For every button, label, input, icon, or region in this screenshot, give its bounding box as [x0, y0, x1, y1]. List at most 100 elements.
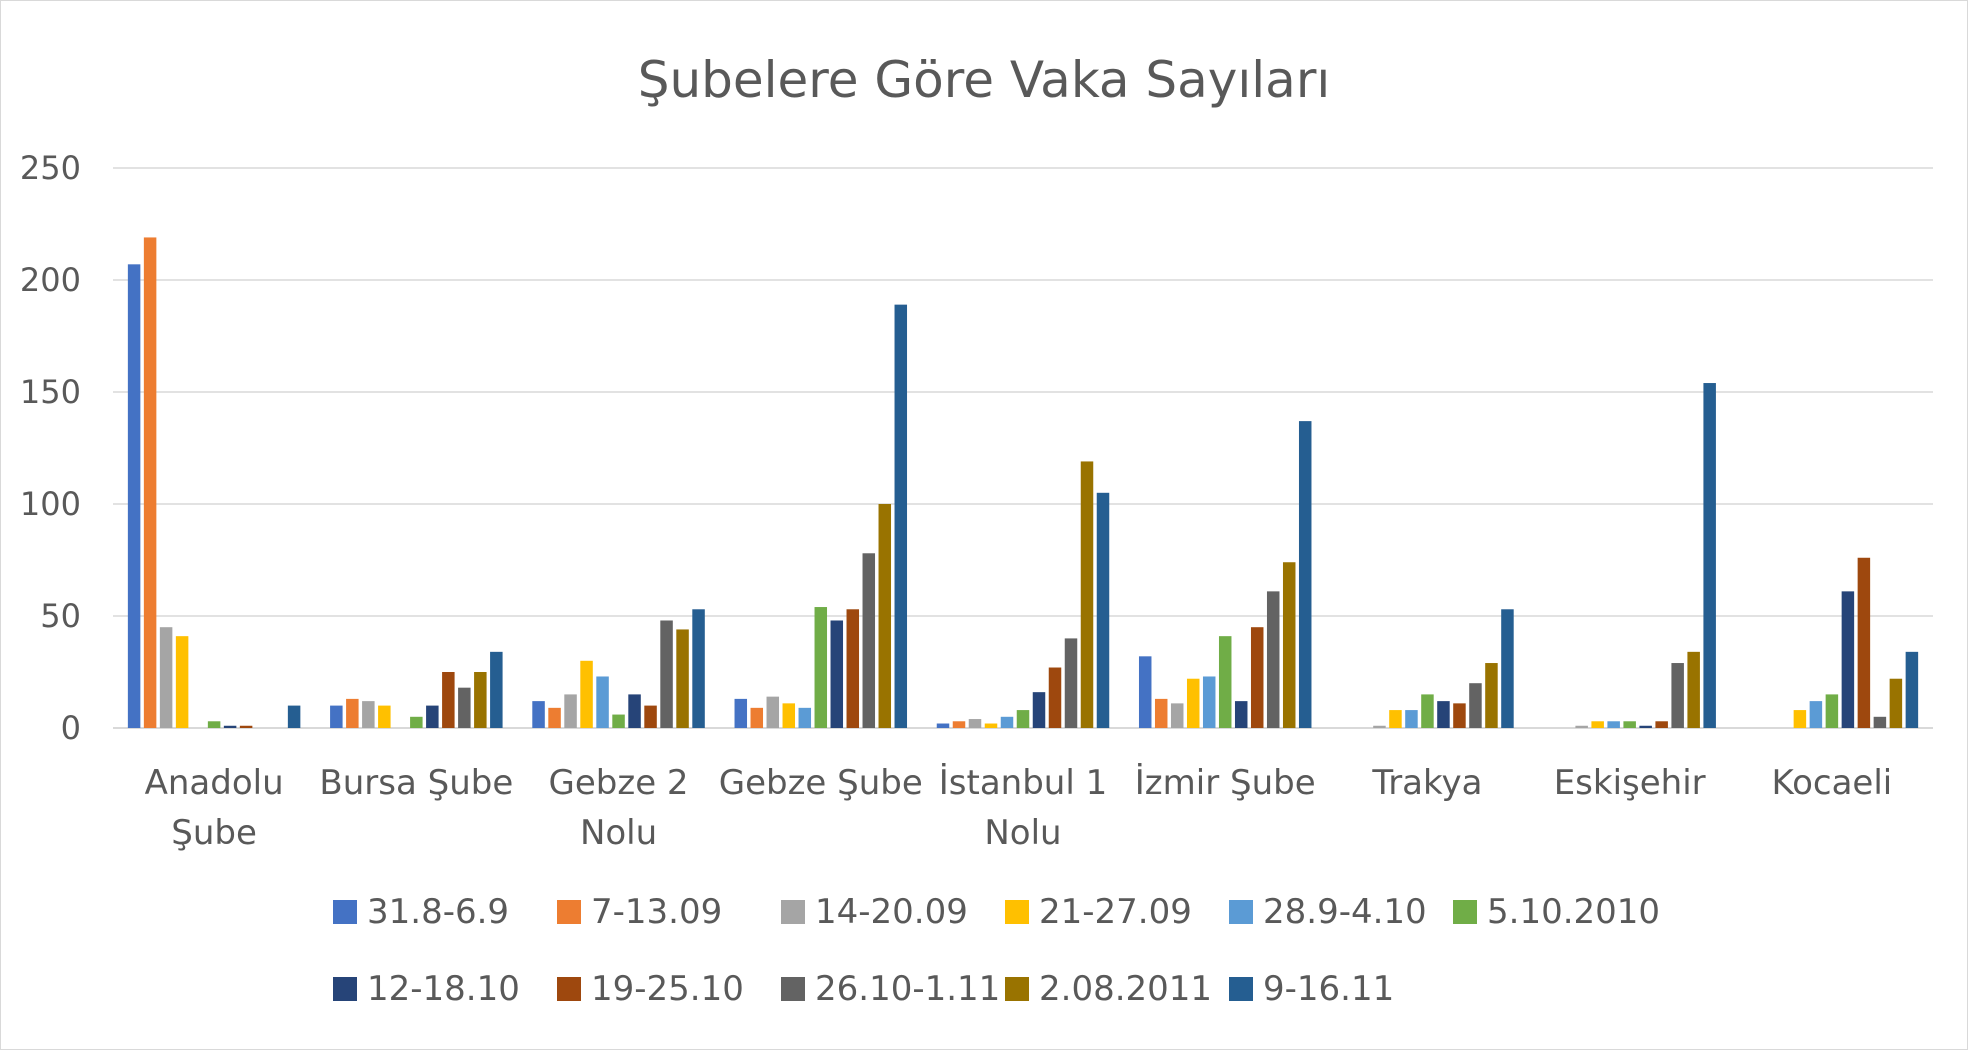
bar-31.8-6.9-5 — [1138, 656, 1152, 728]
legend-swatch — [333, 900, 357, 924]
legend-swatch — [557, 977, 581, 1001]
bar-28.9-4.10-5 — [1202, 676, 1216, 728]
x-category-label: Bursa Şube — [319, 763, 513, 803]
bar-31.8-6.9-2 — [532, 701, 545, 728]
legend-label: 28.9-4.10 — [1263, 892, 1427, 932]
bar-9-16.11-1 — [490, 651, 503, 728]
bar-26.10-1.11-4 — [1064, 638, 1078, 728]
legend: 31.8-6.9 7-13.09 14-20.09 21-27.09 28.9-4.10… — [333, 892, 1660, 1009]
bar-19-25.10-3 — [846, 609, 860, 728]
legend-item: 19-25.10 — [557, 969, 744, 1009]
x-category-label: Anadolu Şube — [145, 763, 284, 853]
bar-2.08.2011-2 — [676, 629, 689, 728]
bar-21-27.09-0 — [175, 636, 189, 728]
bar-14-20.09-0 — [159, 627, 173, 728]
bar-5.10.2010-2 — [612, 714, 625, 728]
bar-12-18.10-5 — [1234, 701, 1248, 728]
legend-item: 31.8-6.9 — [333, 892, 509, 932]
bar-12-18.10-3 — [830, 620, 844, 728]
bar-31.8-6.9-3 — [734, 698, 748, 728]
bar-12-18.10-8 — [1841, 591, 1855, 728]
bar-19-25.10-5 — [1250, 627, 1264, 728]
bar-2.08.2011-8 — [1889, 678, 1903, 728]
y-tick-label: 0 — [61, 709, 81, 747]
legend-label: 12-18.10 — [367, 969, 520, 1009]
bar-26.10-1.11-8 — [1873, 716, 1887, 728]
bar-9-16.11-5 — [1298, 421, 1312, 728]
legend-item: 5.10.2010 — [1453, 892, 1660, 932]
bar-2.08.2011-1 — [474, 672, 487, 728]
legend-item: 7-13.09 — [557, 892, 722, 932]
bar-28.9-4.10-6 — [1405, 710, 1418, 728]
bars — [127, 237, 1919, 728]
bar-5.10.2010-3 — [814, 607, 828, 728]
y-tick-label: 50 — [40, 597, 81, 635]
bar-31.8-6.9-1 — [330, 705, 343, 728]
bar-21-27.09-1 — [378, 705, 391, 728]
legend-label: 2.08.2011 — [1039, 969, 1212, 1009]
bar-19-25.10-4 — [1048, 667, 1062, 728]
bar-2.08.2011-3 — [878, 504, 892, 728]
bar-28.9-4.10-4 — [1000, 716, 1014, 728]
x-category-line: Gebze Şube — [719, 763, 923, 803]
legend-item: 14-20.09 — [781, 892, 968, 932]
bar-21-27.09-2 — [580, 660, 593, 728]
x-category-line: Gebze 2 — [549, 763, 689, 803]
bar-14-20.09-3 — [766, 696, 780, 728]
bar-19-25.10-7 — [1655, 721, 1668, 728]
bar-2.08.2011-4 — [1080, 461, 1094, 728]
legend-item: 9-16.11 — [1229, 969, 1394, 1009]
bar-14-20.09-1 — [362, 701, 375, 728]
bar-21-27.09-5 — [1186, 678, 1200, 728]
legend-label: 14-20.09 — [815, 892, 968, 932]
bar-14-20.09-4 — [968, 719, 982, 728]
bar-12-18.10-7 — [1639, 725, 1652, 728]
legend-label: 5.10.2010 — [1487, 892, 1660, 932]
legend-swatch — [1453, 900, 1477, 924]
bar-5.10.2010-1 — [410, 716, 423, 728]
bar-2.08.2011-6 — [1485, 663, 1498, 728]
bar-2.08.2011-7 — [1687, 651, 1700, 728]
y-tick-label: 100 — [20, 485, 81, 523]
bar-14-20.09-5 — [1170, 703, 1184, 728]
bar-9-16.11-3 — [894, 304, 908, 728]
bar-21-27.09-8 — [1793, 710, 1807, 728]
bar-7-13.09-4 — [952, 721, 966, 728]
bar-12-18.10-1 — [426, 705, 439, 728]
bar-7-13.09-0 — [143, 237, 157, 728]
x-category-line: Trakya — [1371, 763, 1482, 803]
bar-28.9-4.10-3 — [798, 707, 812, 728]
x-axis-categories: Anadolu Şube Bursa Şube Gebze 2 Nolu Gebze Şu… — [145, 763, 1893, 853]
bar-21-27.09-3 — [782, 703, 796, 728]
bar-14-20.09-2 — [564, 694, 577, 728]
gridlines — [113, 167, 1933, 729]
legend-label: 7-13.09 — [591, 892, 722, 932]
bar-5.10.2010-8 — [1825, 694, 1839, 728]
bar-14-20.09-6 — [1373, 725, 1386, 728]
bar-12-18.10-2 — [628, 694, 641, 728]
legend-item: 12-18.10 — [333, 969, 520, 1009]
legend-item: 26.10-1.11 — [781, 969, 1000, 1009]
bar-9-16.11-8 — [1905, 651, 1919, 728]
y-tick-label: 150 — [20, 373, 81, 411]
x-category-label: İstanbul 1 Nolu — [939, 763, 1107, 853]
bar-9-16.11-4 — [1096, 492, 1110, 728]
y-axis-ticks: 0 50 100 150 200 250 — [20, 149, 81, 747]
x-category-line: Nolu — [580, 813, 657, 853]
x-category-line: Anadolu — [145, 763, 284, 803]
legend-label: 9-16.11 — [1263, 969, 1394, 1009]
bar-19-25.10-1 — [442, 672, 455, 728]
bar-31.8-6.9-0 — [127, 264, 141, 728]
bar-7-13.09-3 — [750, 707, 764, 728]
bar-7-13.09-2 — [548, 707, 561, 728]
x-category-line: İstanbul 1 — [939, 763, 1107, 803]
bar-5.10.2010-7 — [1623, 721, 1636, 728]
legend-item: 2.08.2011 — [1005, 969, 1212, 1009]
bar-12-18.10-4 — [1032, 692, 1046, 728]
bar-28.9-4.10-7 — [1607, 721, 1620, 728]
bar-31.8-6.9-4 — [936, 723, 950, 728]
bar-12-18.10-6 — [1437, 701, 1450, 728]
legend-label: 31.8-6.9 — [367, 892, 509, 932]
